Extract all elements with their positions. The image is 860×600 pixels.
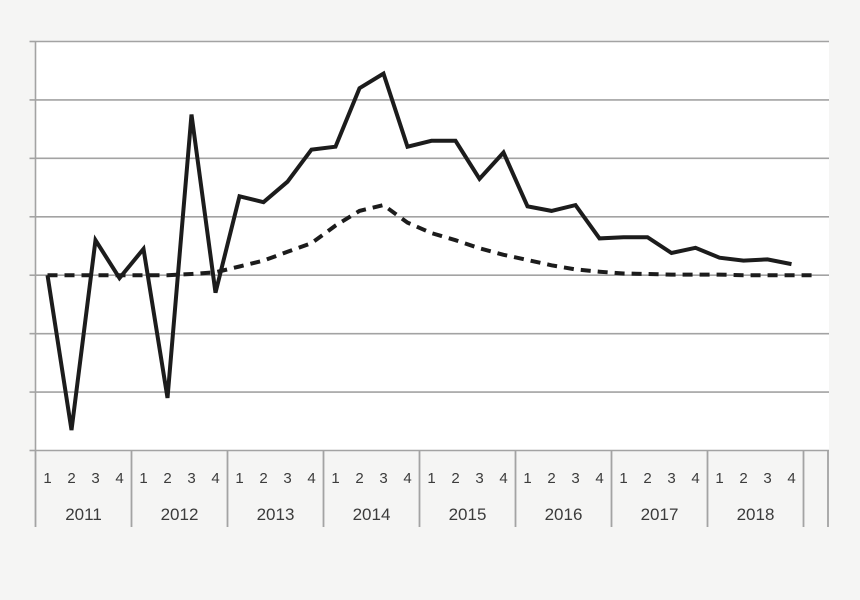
year-tick-label: 2013	[257, 505, 295, 524]
quarter-tick-label: 1	[331, 470, 339, 487]
quarter-tick-label: 2	[355, 470, 363, 487]
quarter-tick-label: 3	[763, 470, 771, 487]
quarter-tick-label: 1	[43, 470, 51, 487]
quarter-tick-label: 4	[499, 470, 507, 487]
quarter-tick-label: 3	[379, 470, 387, 487]
quarter-tick-label: 3	[187, 470, 195, 487]
quarter-tick-label: 2	[67, 470, 75, 487]
year-tick-label: 2015	[449, 505, 487, 524]
quarter-tick-label: 1	[139, 470, 147, 487]
quarter-tick-label: 2	[739, 470, 747, 487]
quarter-tick-label: 4	[787, 470, 795, 487]
quarter-tick-label: 1	[523, 470, 531, 487]
year-tick-label: 2018	[737, 505, 775, 524]
quarter-tick-label: 3	[91, 470, 99, 487]
quarter-tick-label: 2	[643, 470, 651, 487]
quarter-tick-label: 4	[403, 470, 411, 487]
quarter-tick-label: 1	[235, 470, 243, 487]
quarter-tick-label: 3	[283, 470, 291, 487]
quarter-tick-label: 2	[547, 470, 555, 487]
quarter-tick-label: 3	[667, 470, 675, 487]
quarter-tick-label: 3	[571, 470, 579, 487]
quarter-tick-label: 1	[715, 470, 723, 487]
solid-series-line	[45, 70, 792, 431]
series-lines	[45, 70, 815, 431]
quarter-tick-label: 4	[211, 470, 219, 487]
plot-area	[35, 41, 829, 451]
quarter-tick-label: 4	[691, 470, 699, 487]
year-tick-label: 2016	[545, 505, 583, 524]
quarter-tick-label: 3	[475, 470, 483, 487]
quarter-tick-label: 4	[115, 470, 123, 487]
dashed-series-line	[47, 202, 815, 278]
year-tick-label: 2012	[161, 505, 199, 524]
year-tick-label: 2014	[353, 505, 391, 524]
y-axis-ticks	[29, 40, 36, 452]
quarter-tick-label: 4	[307, 470, 315, 487]
quarter-tick-label: 1	[619, 470, 627, 487]
quarter-tick-label: 2	[259, 470, 267, 487]
quarter-tick-label: 2	[451, 470, 459, 487]
quarter-tick-label: 2	[163, 470, 171, 487]
quarter-tick-label: 1	[427, 470, 435, 487]
year-tick-label: 2017	[641, 505, 679, 524]
quarter-tick-label: 4	[595, 470, 603, 487]
year-tick-label: 2011	[65, 505, 102, 524]
